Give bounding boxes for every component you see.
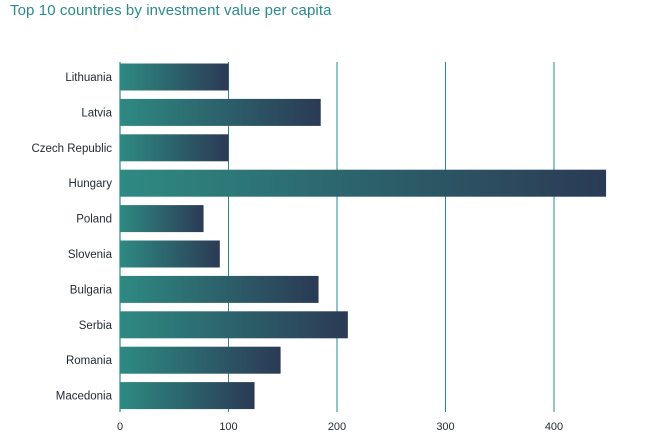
bar-bulgaria bbox=[120, 275, 319, 303]
x-tick-label-300: 300 bbox=[436, 421, 454, 433]
category-label-bulgaria: Bulgaria bbox=[70, 284, 113, 296]
bar-slovenia bbox=[120, 240, 220, 268]
x-tick-label-200: 200 bbox=[328, 421, 346, 433]
category-label-hungary: Hungary bbox=[69, 178, 113, 190]
category-label-lithuania: Lithuania bbox=[65, 72, 112, 84]
category-label-romania: Romania bbox=[66, 355, 113, 367]
category-labels: Lithuania Latvia Czech Republic Hungary Pola… bbox=[31, 72, 112, 403]
x-axis-ticks: 0 100 200 300 400 bbox=[117, 421, 563, 433]
category-label-czech-republic: Czech Republic bbox=[31, 143, 112, 155]
x-tick-label-400: 400 bbox=[545, 421, 563, 433]
category-label-latvia: Latvia bbox=[81, 107, 112, 119]
x-tick-label-0: 0 bbox=[117, 421, 123, 433]
bar-romania bbox=[120, 346, 281, 374]
category-label-slovenia: Slovenia bbox=[68, 249, 113, 261]
category-label-serbia: Serbia bbox=[79, 320, 113, 332]
bar-lithuania bbox=[120, 63, 229, 91]
bar-czech-republic bbox=[120, 134, 229, 162]
bar-macedonia bbox=[120, 382, 255, 410]
bars bbox=[120, 63, 607, 410]
chart-title: Top 10 countries by investment value per… bbox=[10, 2, 332, 19]
x-tick-label-100: 100 bbox=[219, 421, 237, 433]
bar-serbia bbox=[120, 311, 348, 339]
category-label-macedonia: Macedonia bbox=[56, 391, 113, 403]
bar-poland bbox=[120, 205, 204, 233]
category-label-poland: Poland bbox=[76, 214, 112, 226]
bar-latvia bbox=[120, 98, 321, 126]
bar-hungary bbox=[120, 169, 607, 197]
